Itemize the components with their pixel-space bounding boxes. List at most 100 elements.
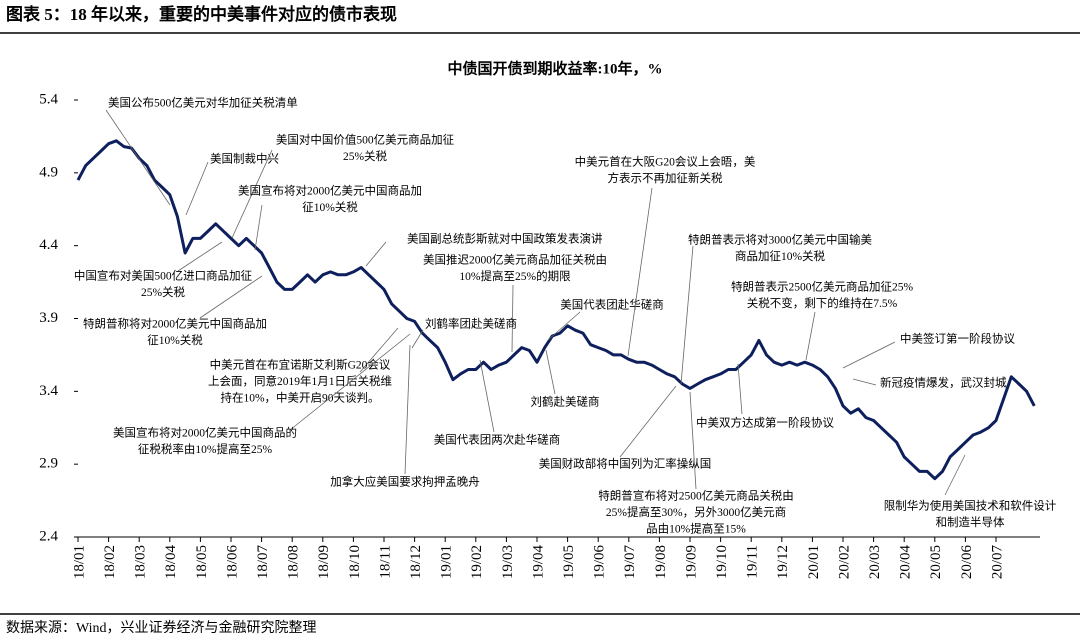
annotation: 刘鹤率团赴美磋商: [425, 317, 517, 331]
annotation: 新冠疫情爆发，武汉封城: [880, 376, 1007, 390]
annotation: 特朗普称将对2000亿美元中国商品加: [83, 317, 267, 331]
x-tick-label: 19/01: [439, 545, 455, 579]
annotation: 加拿大应美国要求拘押孟晚舟: [330, 475, 480, 489]
annotation: 25%关税: [141, 285, 186, 299]
y-tick-label: 2.9: [39, 456, 58, 472]
leader-line: [619, 385, 677, 458]
x-tick-label: 19/11: [745, 545, 761, 579]
annotation: 10%提高至25%的期限: [459, 269, 571, 283]
annotation: 特朗普宣布将对2500亿美元商品关税由: [598, 489, 794, 503]
x-tick-label: 19/09: [683, 545, 699, 579]
leader-line: [689, 391, 697, 490]
x-tick-label: 20/04: [898, 545, 914, 580]
annotation: 品由10%提高至15%: [646, 522, 746, 536]
annotation: 美国宣布将对2000亿美元中国商品加: [238, 184, 422, 198]
x-tick-label: 19/04: [530, 545, 546, 580]
x-tick-label: 20/03: [867, 545, 883, 579]
x-tick-label: 18/11: [377, 545, 393, 579]
x-tick-label: 19/10: [714, 545, 730, 579]
x-tick-label: 19/06: [592, 545, 608, 580]
annotation: 中美双方达成第一阶段协议: [696, 416, 834, 430]
x-tick-label: 18/06: [224, 545, 240, 580]
x-tick-label: 18/10: [347, 545, 363, 579]
annotation: 特朗普表示将对3000亿美元中国输美: [688, 233, 872, 247]
header-title: 图表 5：18 年以来，重要的中美事件对应的债市表现: [6, 4, 397, 24]
leader-line: [511, 284, 514, 353]
series-line: [76, 139, 1036, 481]
annotation: 25%提高至30%，另外3000亿美元商: [606, 505, 786, 519]
x-tick-label: 18/02: [102, 545, 118, 579]
annotation: 征10%关税: [302, 200, 358, 214]
leader-line: [944, 454, 966, 496]
x-tick-label: 18/05: [194, 545, 210, 579]
x-tick-label: 19/05: [561, 545, 577, 579]
annotation: 限制华为使用美国技术和软件设计: [884, 499, 1057, 513]
leader-line: [254, 204, 263, 251]
leader-line: [737, 363, 743, 415]
leader-line: [359, 327, 399, 373]
annotation: 上会面，同意2019年1月1日后关税维: [208, 374, 392, 388]
leader-line: [842, 341, 896, 369]
annotation: 美国对中国价值500亿美元商品加征: [276, 133, 455, 147]
x-tick-label: 19/08: [653, 545, 669, 579]
leader-line: [411, 329, 424, 349]
leader-line: [185, 161, 209, 216]
x-tick-label: 19/03: [500, 545, 516, 579]
y-tick-label: 4.4: [39, 237, 58, 253]
leader-line: [805, 311, 816, 361]
y-tick-label: 3.9: [39, 310, 58, 326]
leader-line: [289, 333, 411, 431]
footer-source: 数据来源：Wind，兴业证券经济与金融研究院整理: [6, 620, 317, 636]
y-tick-label: 5.4: [39, 91, 58, 107]
leader-line: [680, 245, 694, 385]
leader-line: [627, 187, 653, 357]
x-tick-label: 19/12: [775, 545, 791, 579]
annotation: 中美元首在大阪G20会议上会晤，美: [575, 155, 756, 169]
annotation: 美国财政部将中国列为汇率操纵国: [539, 457, 712, 471]
leader-line: [231, 149, 273, 239]
annotation: 特朗普表示2500亿美元商品加征25%: [731, 280, 913, 294]
leader-line: [852, 378, 877, 386]
annotation: 和制造半导体: [936, 515, 1005, 529]
annotation: 美国副总统彭斯就对中国政策发表演讲: [407, 232, 603, 246]
leader-line: [365, 241, 387, 267]
leader-line: [177, 241, 223, 272]
annotation: 商品加征10%关税: [735, 249, 826, 263]
annotation: 方表示不再加征新关税: [608, 171, 723, 185]
x-tick-label: 18/01: [71, 545, 87, 579]
annotation: 美国推迟2000亿美元商品加征关税由: [423, 253, 607, 267]
annotation: 征10%关税: [147, 333, 203, 347]
x-tick-label: 18/09: [316, 545, 332, 579]
x-tick-label: 18/08: [286, 545, 302, 579]
annotation: 美国宣布将对2000亿美元中国商品的: [113, 426, 297, 440]
annotation: 美国代表团两次赴华磋商: [434, 433, 561, 447]
annotation: 美国代表团赴华磋商: [560, 298, 664, 312]
y-tick-label: 4.9: [39, 164, 58, 180]
annotation: 中国宣布对美国500亿进口商品加征: [74, 269, 253, 283]
y-tick-label: 2.4: [39, 528, 58, 544]
annotation: 征税税率由10%提高至25%: [138, 442, 273, 456]
x-tick-label: 18/12: [408, 545, 424, 579]
chart-title: 中债国开债到期收益率:10年，%: [448, 59, 663, 77]
annotation: 中美元首在布宜诺斯艾利斯G20会议: [210, 358, 391, 372]
x-tick-label: 20/07: [989, 545, 1005, 580]
annotation: 25%关税: [343, 149, 388, 163]
x-tick-label: 19/07: [622, 545, 638, 580]
x-tick-label: 19/02: [469, 545, 485, 579]
x-tick-label: 18/04: [163, 545, 179, 580]
x-tick-label: 20/01: [806, 545, 822, 579]
leader-line: [105, 109, 171, 206]
annotation: 中美签订第一阶段协议: [900, 332, 1015, 346]
x-tick-label: 18/07: [255, 545, 271, 580]
annotation: 美国制裁中兴: [210, 152, 279, 166]
x-tick-label: 20/05: [928, 545, 944, 579]
annotation: 关税不变，剩下的维持在7.5%: [747, 296, 898, 310]
x-tick-label: 20/02: [836, 545, 852, 579]
annotation: 持在10%，中美开启90天谈判。: [220, 391, 379, 405]
leader-line: [479, 359, 495, 433]
annotation: 刘鹤赴美磋商: [531, 395, 600, 409]
leader-line: [547, 311, 581, 341]
x-tick-label: 18/03: [133, 545, 149, 579]
leader-line: [545, 349, 556, 395]
